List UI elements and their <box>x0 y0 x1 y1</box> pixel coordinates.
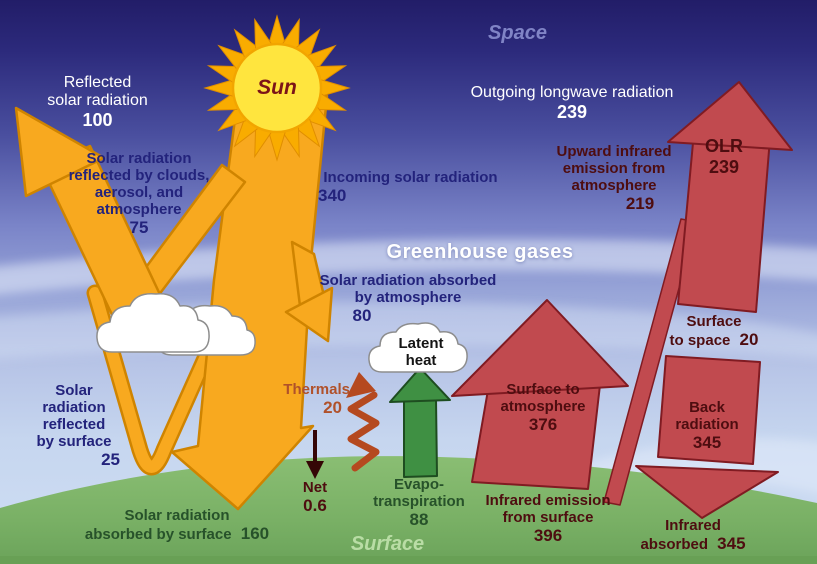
thermals-arrow <box>346 372 380 472</box>
infrared-absorbed-text: Infrared absorbed <box>640 517 721 554</box>
label-infrared-absorbed: Infrared absorbed 345 <box>613 517 773 553</box>
infrared-absorbed-value: 345 <box>717 534 746 554</box>
absorbed-atmosphere-text: Solar radiation absorbed by atmosphere <box>319 272 497 307</box>
label-outgoing-longwave: Outgoing longwave radiation 239 <box>448 84 696 123</box>
surface-text: Surface <box>350 533 425 555</box>
label-surface-region: Surface <box>330 533 445 556</box>
thermals-text: Thermals <box>283 381 350 398</box>
surface-to-space-text: Surface to space <box>669 313 742 350</box>
surface-to-atmosphere-value: 376 <box>528 415 558 435</box>
absorbed-surface-text: Solar radiation absorbed by surface <box>84 507 232 544</box>
label-infrared-emission-surface: Infrared emission from surface 396 <box>462 492 634 546</box>
thermals-value: 20 <box>323 398 342 418</box>
surface-to-space-value: 20 <box>739 330 759 350</box>
label-reflected-by-surface: Solar radiation reflected by surface 25 <box>26 382 122 470</box>
infrared-emission-value: 396 <box>533 526 563 546</box>
incoming-solar-text: Incoming solar radiation <box>323 169 498 186</box>
reflected-surface-value: 25 <box>101 450 120 470</box>
olr-value: 239 <box>708 156 740 177</box>
label-olr: OLR 239 <box>684 136 764 177</box>
label-surface-to-space: Surface to space 20 <box>652 313 776 349</box>
reflected-clouds-value: 75 <box>129 218 149 238</box>
evapotranspiration-text: Evapo- transpiration <box>373 476 465 511</box>
label-incoming-solar: Incoming solar radiation 340 <box>298 169 523 205</box>
label-net-absorbed: Net 0.6 <box>286 479 344 515</box>
ground-bottom-strip <box>0 556 817 564</box>
sun-text: Sun <box>257 76 297 99</box>
label-surface-to-atmosphere: Surface to atmosphere 376 <box>468 381 618 435</box>
net-arrow <box>306 430 324 479</box>
label-evapotranspiration: Evapo- transpiration 88 <box>348 476 490 530</box>
space-text: Space <box>488 22 547 44</box>
label-space-region: Space <box>455 22 580 45</box>
net-text: Net <box>302 479 328 496</box>
incoming-solar-value: 340 <box>318 186 347 206</box>
net-value: 0.6 <box>303 496 327 516</box>
upward-infrared-value: 219 <box>625 194 655 214</box>
absorbed-surface-value: 160 <box>240 524 270 544</box>
label-reflected-solar-radiation: Reflected solar radiation 100 <box>20 74 175 131</box>
reflected-solar-value: 100 <box>82 110 113 131</box>
label-back-radiation: Back radiation 345 <box>655 399 759 453</box>
upward-infrared-text: Upward infrared emission from atmosphere <box>556 143 672 195</box>
label-thermals: Thermals 20 <box>248 381 350 417</box>
absorbed-atmosphere-value: 80 <box>352 306 372 326</box>
label-sun: Sun <box>227 76 327 100</box>
surface-reflection-band <box>86 276 247 476</box>
infrared-emission-text: Infrared emission from surface <box>485 492 611 527</box>
surface-to-atmosphere-arrow <box>451 299 629 490</box>
evapotranspiration-arrow <box>389 367 451 478</box>
label-absorbed-by-atmosphere: Solar radiation absorbed by atmosphere 8… <box>300 272 516 326</box>
reflected-surface-text: Solar radiation reflected by surface <box>36 382 112 451</box>
reflected-solar-text: Reflected solar radiation <box>47 74 148 110</box>
olr-text: OLR <box>705 136 743 156</box>
label-reflected-by-clouds: Solar radiation reflected by clouds, aer… <box>45 150 233 238</box>
latent-heat-cloud <box>368 322 468 373</box>
label-absorbed-by-surface: Solar radiation absorbed by surface 160 <box>52 507 302 543</box>
back-radiation-value: 345 <box>692 433 722 453</box>
back-radiation-text: Back radiation <box>675 399 739 434</box>
outgoing-longwave-value: 239 <box>556 102 588 123</box>
label-greenhouse-gases: Greenhouse gases <box>360 241 600 264</box>
olr-arrow <box>667 81 793 313</box>
reflected-clouds-text: Solar radiation reflected by clouds, aer… <box>68 150 210 219</box>
incoming-solar-arrow <box>170 94 329 511</box>
absorbed-by-atmosphere-arrow <box>284 240 334 343</box>
sun-icon <box>204 15 350 161</box>
greenhouse-gases-text: Greenhouse gases <box>386 241 574 263</box>
outgoing-longwave-text: Outgoing longwave radiation <box>470 84 674 101</box>
back-radiation-arrow <box>635 355 779 519</box>
label-latent-heat: Latent heat <box>380 335 462 369</box>
clouds <box>96 293 256 356</box>
latent-heat-text: Latent heat <box>398 335 444 370</box>
evapotranspiration-value: 88 <box>409 510 429 530</box>
label-upward-infrared-emission: Upward infrared emission from atmosphere… <box>535 143 693 214</box>
surface-to-atmosphere-text: Surface to atmosphere <box>500 381 586 416</box>
